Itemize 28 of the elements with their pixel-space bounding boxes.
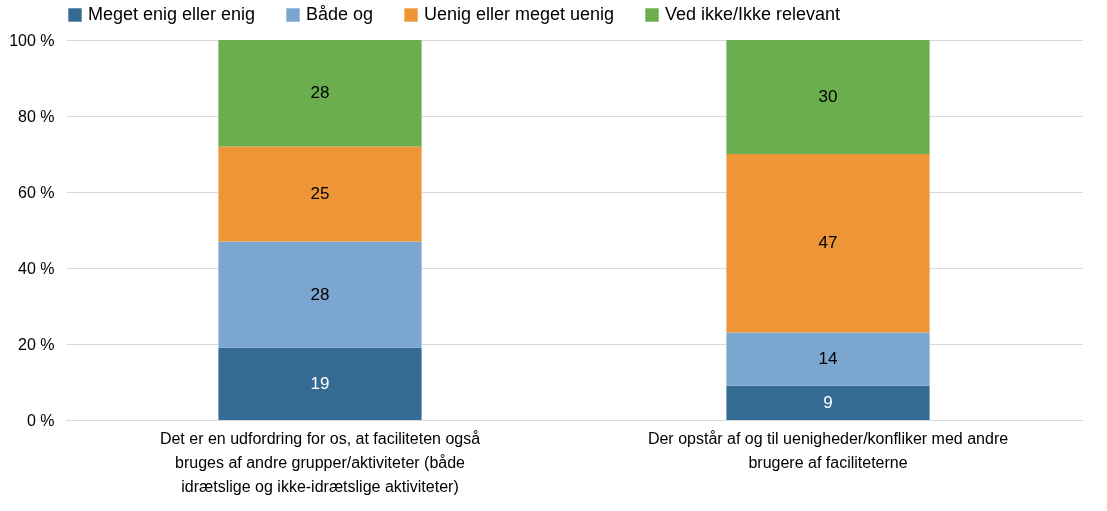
data-label: 30 <box>818 87 838 106</box>
bar <box>218 40 422 147</box>
bar <box>726 385 930 420</box>
data-label: 19 <box>310 373 330 393</box>
data-label: 47 <box>818 233 838 253</box>
legend-label: Uenig eller meget uenig <box>424 4 615 24</box>
x-tick-label: Der opstår af og til uenigheder/konfliker med andre brugere af faciliteterne <box>647 429 1009 471</box>
y-tick-label: 80 % <box>18 107 55 125</box>
data-label: 28 <box>310 83 330 103</box>
x-tick-label: Det er en udfordring for os, at faciliteten også bruges af andre grupper/aktiviteter (både idrætslige og ikke-idrætslige aktiviteter) <box>159 429 481 495</box>
legend-label: Både og <box>306 4 374 24</box>
bar <box>726 332 930 386</box>
data-label: 9 <box>823 392 833 412</box>
bar <box>726 40 930 154</box>
data-label: 25 <box>310 183 330 203</box>
bar <box>218 347 422 420</box>
y-tick-label: 60 % <box>18 183 55 201</box>
legend-label: Meget enig eller enig <box>88 4 256 24</box>
bar <box>218 146 422 242</box>
data-label: 28 <box>310 284 330 304</box>
bar <box>218 241 422 348</box>
y-tick-label: 40 % <box>18 259 55 277</box>
legend-label: Ved ikke/Ikke relevant <box>665 4 841 24</box>
y-tick-label: 100 % <box>9 31 55 49</box>
data-label: 14 <box>818 349 838 369</box>
y-tick-label: 20 % <box>18 335 55 353</box>
bar <box>726 154 930 333</box>
y-tick-label: 0 % <box>26 411 55 429</box>
